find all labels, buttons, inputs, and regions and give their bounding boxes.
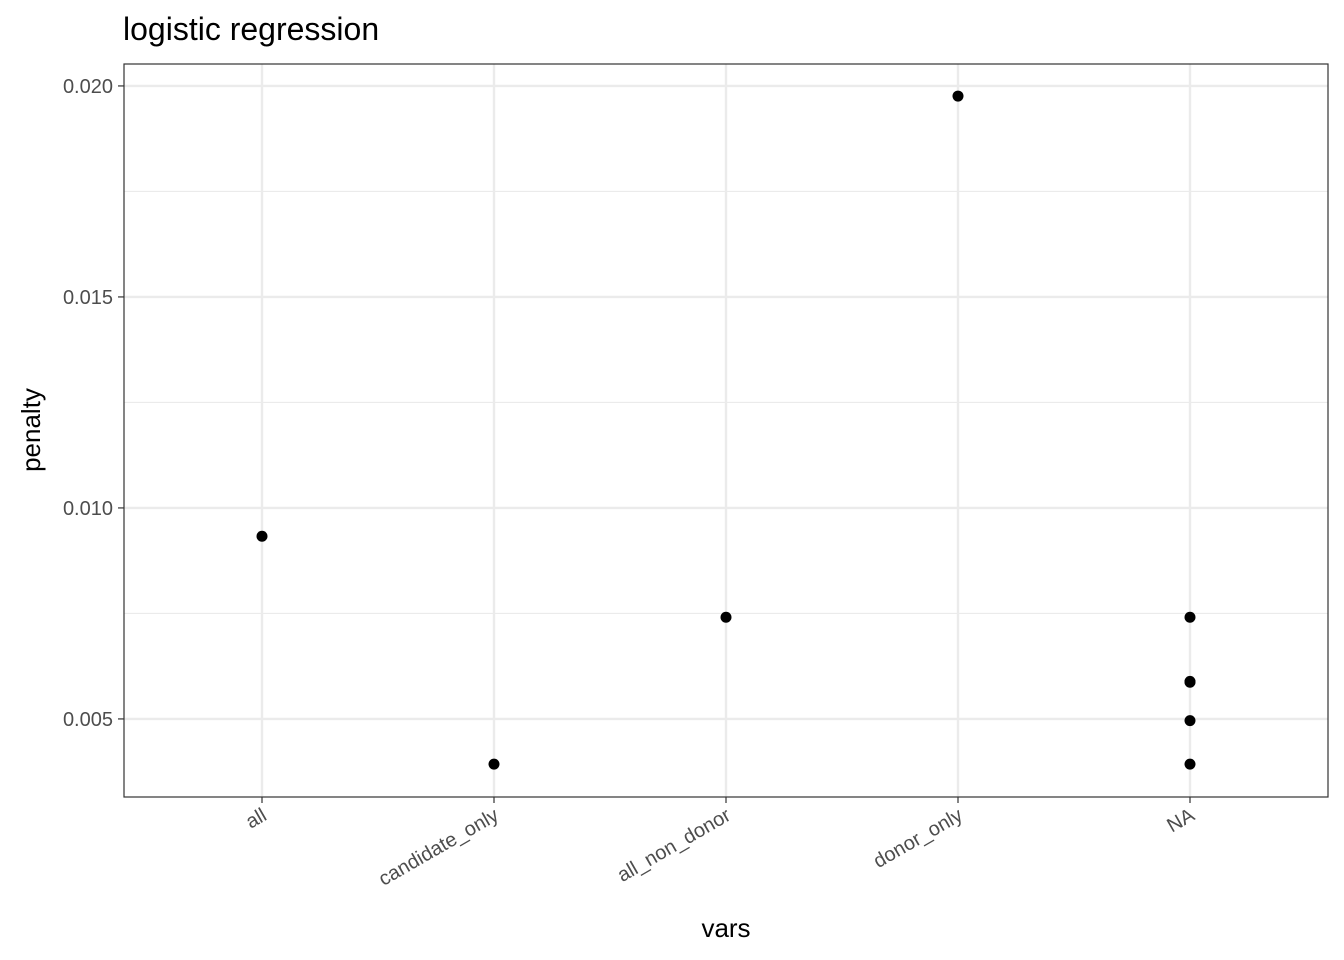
data-point <box>256 530 268 542</box>
y-axis-title: penalty <box>16 388 46 472</box>
y-tick-label: 0.020 <box>63 76 113 98</box>
data-points <box>256 90 1196 770</box>
data-point <box>952 90 964 102</box>
y-tick-label: 0.010 <box>63 498 113 520</box>
x-axis: all candidate_only all_non_donor donor_only… <box>242 797 1199 891</box>
x-tick-label: NA <box>1163 804 1199 837</box>
y-tick-label: 0.005 <box>63 709 113 731</box>
data-point <box>1184 758 1196 770</box>
data-point <box>488 758 500 770</box>
y-tick-label: 0.015 <box>63 287 113 309</box>
data-point <box>1184 676 1196 688</box>
grid-lines <box>124 64 1328 797</box>
data-point <box>1184 715 1196 727</box>
x-tick-label: all <box>242 804 270 833</box>
chart-title: logistic regression <box>123 11 379 47</box>
data-point <box>1184 611 1196 623</box>
x-tick-label: donor_only <box>870 804 967 873</box>
x-tick-label: candidate_only <box>375 804 503 890</box>
x-axis-title: vars <box>701 913 750 943</box>
data-point <box>720 611 732 623</box>
y-axis: 0.005 0.010 0.015 0.020 <box>63 76 124 731</box>
x-tick-label: all_non_donor <box>614 804 735 887</box>
